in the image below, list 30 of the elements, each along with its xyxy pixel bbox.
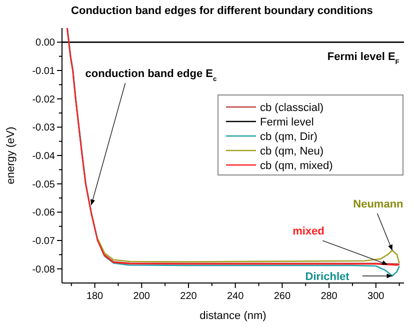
legend-label: cb (qm, mixed): [260, 160, 333, 172]
y-tick-label: -0.06: [32, 208, 56, 219]
legend-label: Fermi level: [260, 116, 314, 128]
y-tick-label: -0.04: [32, 151, 56, 162]
annotation: conduction band edge E$_{c}$: [85, 68, 218, 83]
annotation: Neumann: [353, 198, 404, 210]
legend-label: cb (classcial): [260, 102, 324, 114]
x-tick-label: 300: [368, 291, 385, 302]
line-series: [97, 238, 400, 264]
x-tick-label: 220: [180, 291, 198, 302]
x-tick-label: 240: [227, 291, 244, 302]
x-tick-label: 280: [320, 291, 338, 302]
legend-label: cb (qm, Neu): [260, 146, 324, 158]
chart-title: Conduction band edges for different boundary conditions: [71, 5, 373, 17]
y-tick-label: -0.03: [32, 122, 56, 134]
annotation: mixed: [292, 226, 324, 238]
y-tick-label: -0.07: [32, 236, 56, 247]
y-tick-label: -0.08: [32, 264, 56, 276]
annotation: Fermi level E$_{F}$: [327, 51, 400, 66]
x-tick-label: 200: [133, 291, 150, 302]
y-tick-label: -0.05: [32, 179, 56, 190]
x-tick-label: 180: [86, 291, 104, 302]
y-tick-label: 0.00: [36, 38, 56, 49]
x-axis-title: distance (nm): [200, 310, 266, 322]
legend-label: cb (qm, Dir): [260, 131, 318, 143]
annotation: Dirichlet: [305, 270, 350, 283]
x-tick-label: 260: [274, 291, 291, 302]
y-tick-label: -0.01: [32, 66, 56, 77]
y-axis-title: energy (eV): [5, 126, 17, 184]
y-tick-label: -0.02: [32, 94, 56, 106]
